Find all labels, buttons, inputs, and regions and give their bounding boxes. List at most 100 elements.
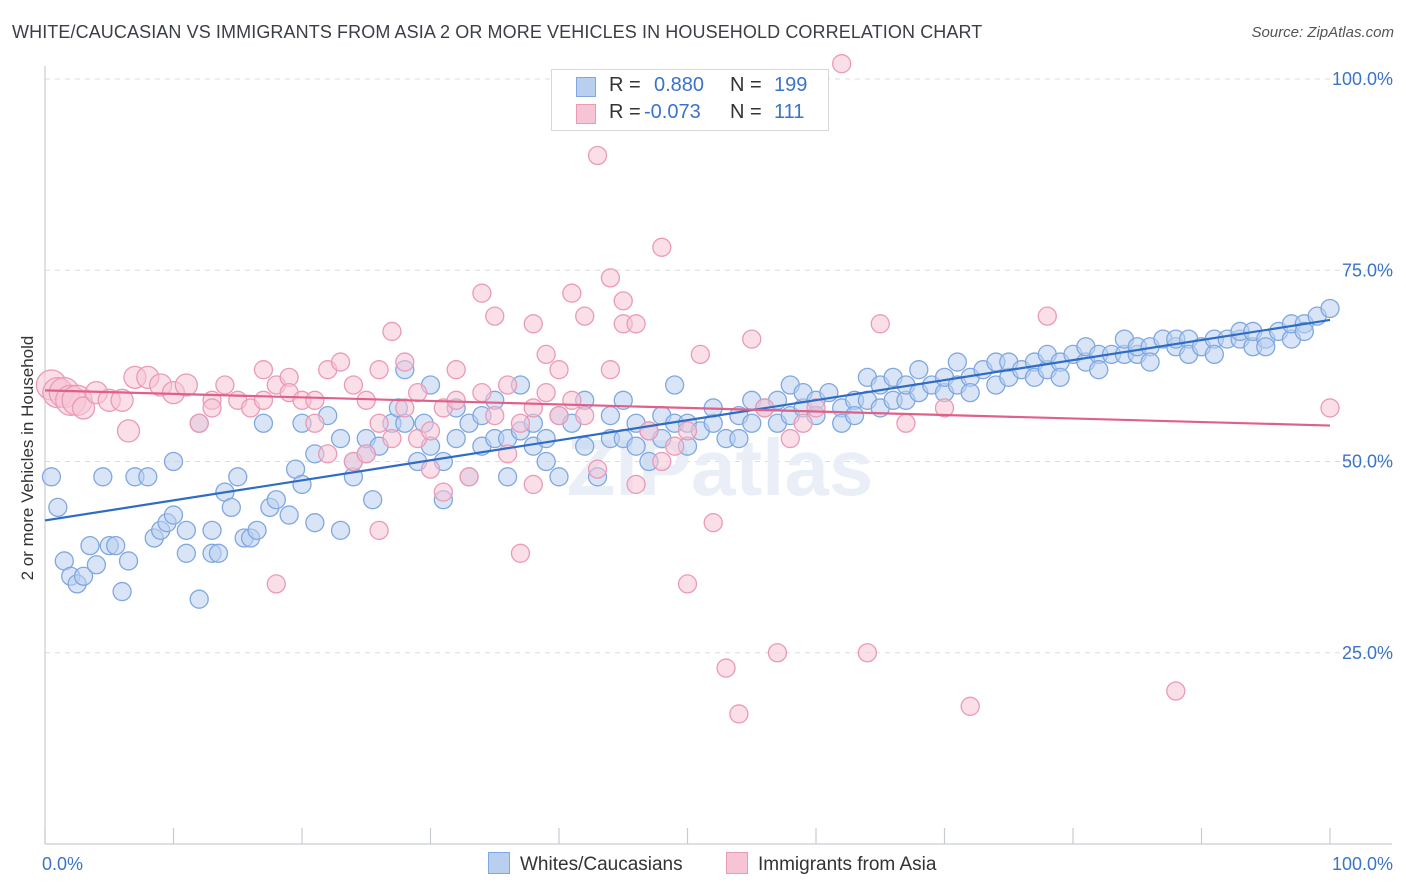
asia-point [266,574,286,594]
whites-point [112,581,132,602]
asia-point [536,344,556,365]
whites-point [253,413,274,433]
asia-point [330,352,351,372]
asia-point [793,413,813,433]
asia-point [626,474,646,495]
asia-point [600,268,621,288]
series-whites-points [41,298,1340,609]
whites-point [497,467,518,487]
asia-point [960,696,980,716]
asia-point [523,474,543,495]
whites-point [106,536,126,556]
asia-point [729,704,749,724]
whites-point [292,474,312,495]
asia-point [896,413,916,433]
whites-point [330,428,351,449]
asia-point [575,405,595,426]
whites-point [163,451,184,472]
trend-lines [44,318,1331,522]
whites-point [202,520,222,540]
asia-point [510,543,531,563]
asia-point [446,360,466,380]
asia-point [549,405,569,426]
whites-point [138,467,158,487]
whites-point [330,520,351,540]
asia-point [587,459,608,479]
asia-point [613,291,633,311]
whites-legend-swatch [488,852,510,874]
legend-item-whites[interactable]: Whites/Caucasians [488,852,683,876]
whites-point [228,467,248,487]
whites-point [960,382,980,403]
y-tick-label: 25.0% [1342,643,1393,663]
series-legend: Whites/Caucasians Immigrants from Asia [0,852,1406,878]
tick-labels: 100.0% 75.0% 50.0% 25.0% 0.0% 100.0% [42,69,1393,874]
whites-point [729,428,749,449]
x-tick-label-end: 100.0% [1332,854,1393,874]
y-tick-label: 100.0% [1332,69,1393,89]
asia-point [318,444,338,464]
whites-point [208,543,229,563]
whites-point [909,360,929,380]
whites-point [600,405,621,426]
asia-point [716,658,736,678]
asia-point [652,451,672,472]
asia-legend-swatch [726,852,748,874]
n-value-whites: 199 [774,74,808,96]
whites-point [93,467,113,487]
asia-point [1320,398,1340,418]
y-tick-label: 50.0% [1342,452,1393,472]
asia-point [202,398,222,418]
y-axis-label: 2 or more Vehicles in Household [18,335,37,581]
asia-point [600,360,621,380]
asia-point [549,360,569,380]
asia-point [587,145,608,166]
asia-point [857,643,878,663]
asia-point [485,405,505,426]
asia-point [305,413,325,433]
asia-point [934,398,955,418]
whites-point [363,490,383,510]
whites-point [844,405,865,426]
whites-point [266,490,286,510]
asia-point [459,467,479,487]
whites-point [742,413,762,433]
asia-point [575,306,595,326]
asia-point [1037,306,1057,326]
asia-point [174,373,199,397]
asia-point [485,306,505,326]
asia-point [420,421,441,441]
legend-item-asia[interactable]: Immigrants from Asia [726,852,936,876]
asia-point [523,398,543,418]
legend-label-asia: Immigrants from Asia [758,854,937,875]
asia-point [71,396,96,420]
asia-point [665,436,685,456]
whites-point [549,467,569,487]
asia-point [420,459,441,479]
asia-point [497,375,518,395]
asia-point [395,398,415,418]
asia-point [472,283,492,303]
whites-point [305,513,325,533]
whites-point [73,566,94,586]
asia-point [562,390,582,410]
asia-point [382,321,402,342]
asia-point [215,375,235,395]
whites-point [163,505,184,525]
r-value-whites: 0.880 [654,74,705,96]
n-label: N = [730,74,762,96]
whites-trend-line [44,318,1331,522]
asia-point [767,643,788,663]
whites-point [80,536,100,556]
legend-label-whites: Whites/Caucasians [520,854,683,875]
asia-point [356,444,376,464]
asia-point [690,344,710,365]
whites-point [189,589,209,609]
whites-point [176,520,197,540]
asia-point [110,388,134,412]
stats-legend: R = 0.880 N = 199 R = -0.073 N = 111 [551,69,829,131]
asia-point [677,574,698,594]
asia-point [626,314,646,334]
gridlines [45,78,1392,654]
